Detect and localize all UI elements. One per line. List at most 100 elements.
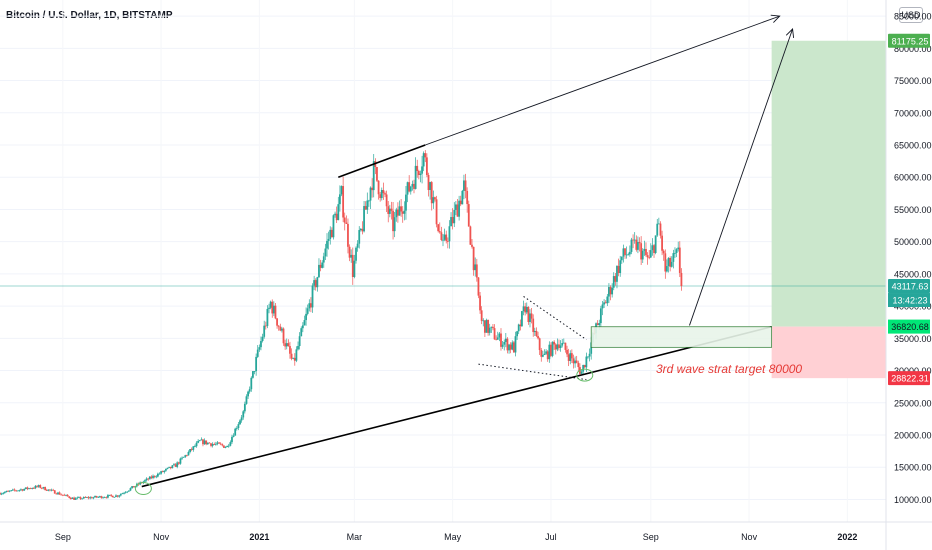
- candle-body: [543, 353, 546, 356]
- candle-body: [503, 341, 506, 345]
- candle-body: [81, 498, 84, 500]
- candle-body: [169, 466, 172, 469]
- candle-body: [285, 343, 288, 347]
- candle-body: [553, 341, 556, 345]
- countdown-tag: 13:42:23: [888, 293, 930, 308]
- arrow-line: [425, 15, 780, 146]
- candle-body: [208, 442, 211, 444]
- target-price-tag-bg: [888, 33, 930, 48]
- candle-body: [160, 471, 162, 474]
- candle-body: [0, 493, 3, 495]
- candle-body: [554, 344, 557, 350]
- candle-body: [495, 339, 498, 341]
- candle-body: [277, 325, 280, 327]
- candle-body: [87, 497, 90, 499]
- candle-body: [434, 197, 436, 200]
- candle-body: [580, 371, 583, 374]
- current-price-tag-text: 43117.63: [892, 282, 929, 292]
- candle-body: [645, 248, 647, 256]
- candle-body: [123, 492, 125, 494]
- candle-body: [643, 248, 646, 251]
- candle-body: [13, 489, 16, 491]
- candle-body: [672, 253, 675, 262]
- candle-body: [677, 247, 680, 250]
- candle-body: [119, 494, 122, 496]
- candle-body: [284, 343, 287, 347]
- candle-body: [266, 308, 269, 326]
- candle-body: [218, 442, 220, 444]
- candle-body: [504, 338, 507, 342]
- x-tick-label: Sep: [55, 532, 71, 542]
- candle-body: [363, 206, 365, 232]
- candle-body: [627, 254, 630, 256]
- candle-body: [335, 213, 338, 221]
- candle-body: [171, 465, 174, 469]
- candle-body: [182, 456, 185, 458]
- candle-body: [102, 497, 104, 499]
- currency-button[interactable]: USD: [899, 7, 923, 23]
- loss-zone: [771, 326, 886, 379]
- candle-body: [55, 493, 58, 495]
- candle-body: [5, 490, 8, 493]
- candle-body: [453, 209, 456, 224]
- candle-body: [281, 328, 283, 331]
- candle-body: [115, 495, 117, 497]
- y-tick-label: 65000.00: [894, 141, 932, 151]
- candle-body: [269, 301, 272, 308]
- candle-body: [40, 487, 43, 489]
- candle-body: [29, 488, 32, 489]
- candle-body: [669, 257, 672, 267]
- candle-body: [587, 356, 589, 358]
- candle-body: [649, 250, 652, 258]
- x-tick-label: May: [444, 532, 462, 542]
- candle-body: [161, 471, 164, 473]
- candle-body: [221, 444, 224, 446]
- candle-body: [459, 200, 462, 205]
- candle-body: [31, 488, 34, 489]
- candle-body: [202, 439, 204, 445]
- target-price-tag-text: 81175.25: [892, 36, 929, 46]
- candle-body: [28, 488, 30, 489]
- candle-body: [126, 491, 129, 493]
- candle-body: [590, 342, 593, 354]
- candle-body: [237, 424, 240, 429]
- candle-body: [529, 313, 531, 322]
- candle-body: [318, 264, 320, 278]
- chart-title: Bitcoin / U.S. Dollar, 1D, BITSTAMP: [6, 10, 173, 21]
- candle-body: [469, 226, 472, 245]
- candle-body: [582, 364, 585, 372]
- candle-body: [295, 349, 298, 361]
- candle-body: [129, 488, 132, 491]
- candle-body: [300, 328, 303, 337]
- highlight-circle: [576, 368, 594, 382]
- candle-body: [490, 326, 493, 328]
- candle-body: [574, 360, 576, 364]
- candle-body: [448, 226, 451, 242]
- candle-body: [194, 446, 196, 448]
- candle-body: [248, 389, 251, 392]
- candle-body: [297, 346, 299, 350]
- candle-body: [664, 253, 667, 272]
- candle-body: [355, 247, 357, 261]
- arrow-line: [689, 28, 793, 326]
- candle-body: [287, 343, 290, 347]
- candle-body: [638, 242, 641, 244]
- candle-body: [210, 443, 212, 446]
- candle-body: [403, 210, 406, 214]
- candle-body: [538, 338, 541, 351]
- candle-body: [147, 478, 150, 480]
- candle-body: [243, 403, 246, 412]
- candle-body: [566, 349, 568, 355]
- candle-body: [598, 323, 601, 326]
- y-tick-label: 15000.00: [894, 463, 932, 473]
- candle-body: [522, 306, 525, 312]
- candle-body: [148, 476, 151, 480]
- drawings: [134, 14, 795, 495]
- candle-body: [234, 428, 237, 436]
- stop-price-tag-text: 28822.31: [891, 374, 929, 384]
- y-tick-label: 30000.00: [894, 366, 932, 376]
- candle-body: [310, 303, 312, 308]
- y-tick-label: 10000.00: [894, 495, 932, 505]
- candle-body: [612, 276, 615, 288]
